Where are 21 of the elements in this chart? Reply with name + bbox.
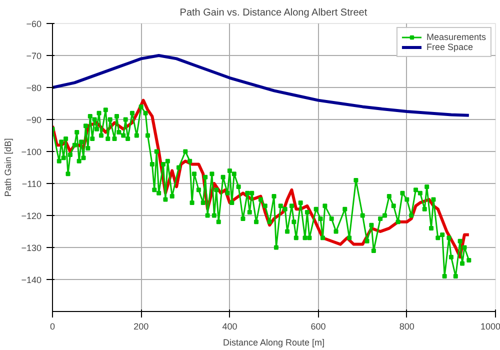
y-tick-label: −60: [26, 19, 42, 29]
legend-label: Measurements: [426, 32, 486, 42]
legend-label: Free Space: [426, 42, 473, 52]
y-tick-label: −130: [21, 243, 42, 253]
y-tick-label: −70: [26, 51, 42, 61]
y-tick-label: −140: [21, 275, 42, 285]
line-series: [52, 54, 470, 117]
x-axis-title: Distance Along Route [m]: [222, 338, 325, 348]
y-tick-label: −100: [21, 147, 42, 157]
x-tick-label: 200: [134, 322, 149, 332]
x-tick-label: 400: [222, 322, 238, 332]
x-tick-label: 600: [310, 322, 326, 332]
y-tick-label: −90: [26, 115, 42, 125]
y-tick-label: −110: [22, 179, 42, 189]
y-axis-title: Path Gain [dB]: [3, 138, 14, 197]
y-tick-label: −80: [26, 83, 42, 93]
x-tick-label: 0: [50, 322, 56, 332]
x-tick-label: 800: [399, 322, 414, 332]
x-tick-label: 1000: [480, 322, 500, 332]
chart-title: Path Gain vs. Distance Along Albert Street: [180, 8, 368, 18]
y-tick-label: −120: [21, 211, 42, 221]
